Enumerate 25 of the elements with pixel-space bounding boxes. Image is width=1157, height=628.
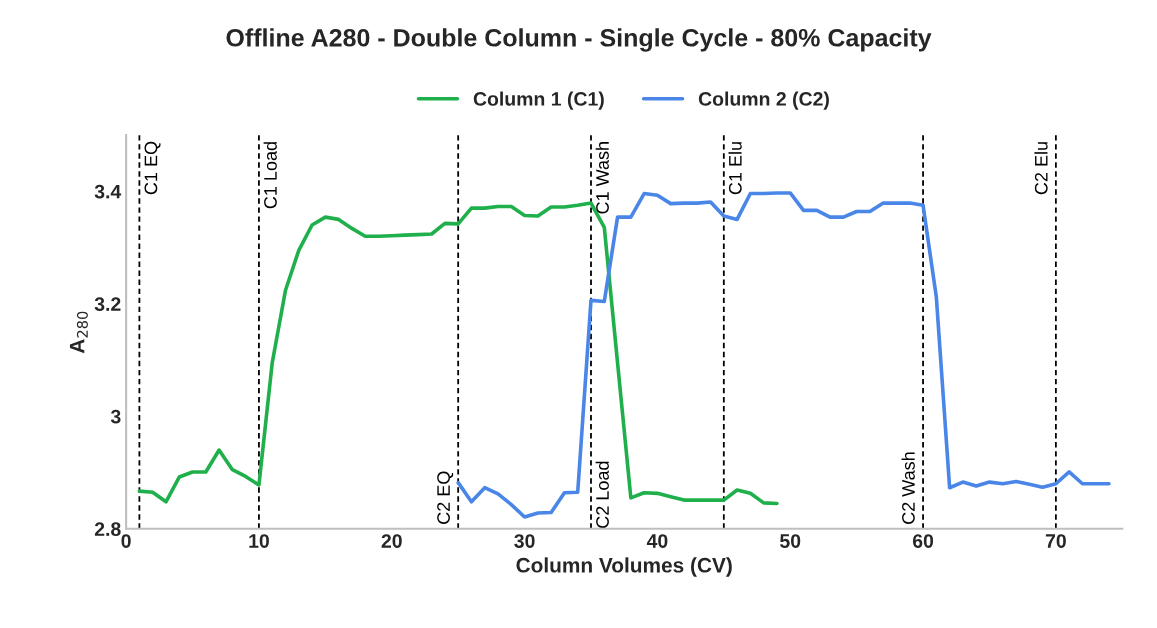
legend-label: Column 1 (C1): [473, 91, 604, 110]
chart-title: Offline A280 - Double Column - Single Cycle - 80% Capacity: [226, 28, 932, 52]
ref-line-label: C2 EQ: [437, 471, 454, 524]
y-tick-label: 3.2: [94, 297, 121, 312]
x-tick-label: 30: [514, 534, 535, 548]
x-tick-label: 10: [249, 534, 269, 548]
ref-line-label: C2 Elu: [1034, 142, 1048, 195]
x-tick-label: 20: [381, 534, 402, 548]
x-tick-label: 60: [912, 534, 934, 548]
ref-line-label: C1 EQ: [144, 141, 161, 195]
annotation: C2 Load: [595, 461, 609, 528]
y-tick-label: 3: [110, 409, 121, 424]
y-axis-title: A$_{280}$: [69, 311, 88, 354]
y-tick-label: 2.8: [94, 522, 121, 537]
ref-line-label: C1 Wash: [595, 142, 609, 214]
ref-line-label: C1 Elu: [728, 142, 742, 195]
x-tick-label: 40: [646, 534, 668, 548]
ref-line-label: C1 Load: [263, 142, 277, 209]
x-tick-label: 50: [780, 534, 801, 548]
legend-label: Column 2 (C2): [698, 91, 829, 110]
x-tick-label: 70: [1045, 534, 1066, 548]
x-tick-label: 0: [121, 534, 131, 548]
y-tick-label: 3.4: [94, 184, 122, 199]
ref-line-label: C2 Wash: [901, 452, 915, 524]
x-axis-title: Column Volumes (CV): [516, 557, 732, 577]
